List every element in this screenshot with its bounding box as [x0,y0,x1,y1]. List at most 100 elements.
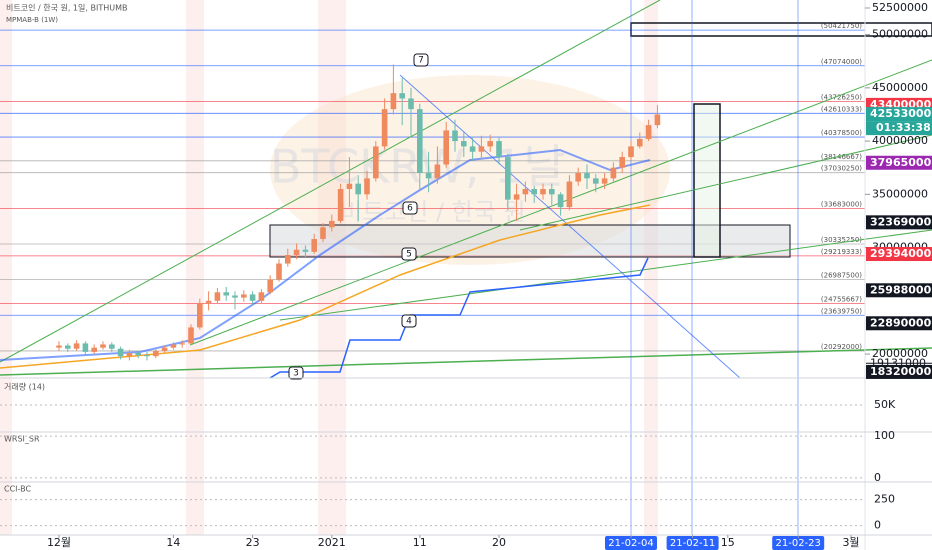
pane-tick-label: 50K [874,398,896,411]
candle-body [293,249,300,256]
candle-body [337,189,344,221]
callout [402,201,418,215]
callout [288,366,304,380]
callout [401,314,417,328]
x-tick-label: 21-02-23 [776,538,821,549]
candle-body [153,350,159,357]
candle-body [654,114,661,126]
x-tick-label: 12월 [47,536,71,549]
x-tick-label: 3월 [842,536,859,549]
price-tag [866,364,932,379]
candle-body [302,249,309,252]
candle-body [82,343,89,352]
candle-body [311,239,317,252]
price-tag-label: 42533000 [870,107,932,120]
candle-body [505,157,511,200]
candle-body [373,146,379,179]
x-tick-label: 14 [166,536,180,549]
y-tick-label: 40000000 [872,134,928,147]
candle-body [399,93,405,99]
callout-label: 7 [418,56,424,66]
candle-body [434,164,441,179]
y-tick-label: 20000000 [872,347,928,360]
candle-body [188,327,194,344]
x-tick-box [772,536,825,550]
candle-body [320,227,326,240]
pane-title: 거래량 (14) [4,382,45,392]
candle-body [487,141,493,147]
candle-body [205,300,212,303]
level-label: (43726250) [821,93,862,101]
candle-body [540,189,546,195]
level-label: (40378500) [821,129,862,137]
candle-body [408,98,414,110]
level-label: (20292000) [821,343,862,351]
price-tag-label: 25988000 [870,283,932,296]
candle-body [241,294,247,298]
x-tick-label: 21-02-11 [670,538,715,549]
candle-body [390,93,397,110]
shading [0,0,670,535]
countdown: 01:33:38 [876,121,931,134]
candle-body [197,302,203,328]
x-tick-box [666,536,719,550]
level-label: (23639750) [821,307,862,315]
pane-tick-label: 0 [874,471,881,484]
pane-title: WRSI_SR [4,435,40,444]
candle-body [117,348,124,357]
candle-body [522,189,529,195]
candle-body [549,189,555,195]
candle-body [461,141,467,147]
candle-body [91,347,97,352]
candle-body [267,279,273,293]
x-tick-label: 20 [492,536,506,549]
x-tick-label: 15 [721,536,735,549]
level-label: (38146667) [821,153,862,161]
candle-body [417,109,423,174]
countdown-box [866,121,932,136]
y-tick-label: 45000000 [872,81,928,94]
candle-body [628,146,634,158]
candle-body [637,138,643,147]
candle-body [144,355,150,357]
symbol-title: 비트코인 / 한국 원, 1일, BITHUMB [6,3,127,13]
level-label: (26987500) [821,272,862,280]
y-tick-label: 52500000 [872,1,928,14]
pane-tick-label: 0 [874,519,881,532]
candle-body [425,173,432,179]
candle-body [381,109,388,147]
candle-body [232,295,238,298]
candle-body [557,194,564,208]
candle-body [56,345,62,348]
price-tag-label: 29394000 [870,247,932,260]
price-tag-label: 22890000 [870,316,932,329]
candle-body [531,189,537,195]
candle-body [443,130,449,165]
candle-body [601,178,608,184]
price-tag [866,247,932,262]
x-tick-label: 2021 [318,536,346,549]
candle-body [161,347,168,351]
candle-body [452,130,458,142]
pane-tick-label: 100 [874,429,895,442]
candle-body [364,178,370,195]
candle-body [496,141,502,158]
y-tick-label: 50000000 [872,28,928,41]
x-tick-label: 23 [246,536,260,549]
indicator-title: MPMAB-B (1W) [6,16,58,24]
price-tag [866,107,932,122]
price-tag [866,316,932,331]
candle-body [249,294,256,301]
candle-body [135,352,141,356]
callout-label: 5 [406,250,412,260]
candle-body [170,344,177,348]
x-tick-box [605,536,657,550]
level-label: (24755667) [821,295,862,303]
candle-body [513,194,520,200]
level-label: (30335250) [821,236,862,244]
callout-label: 6 [407,204,413,214]
candle-body [109,344,115,349]
candle-body [73,343,80,349]
